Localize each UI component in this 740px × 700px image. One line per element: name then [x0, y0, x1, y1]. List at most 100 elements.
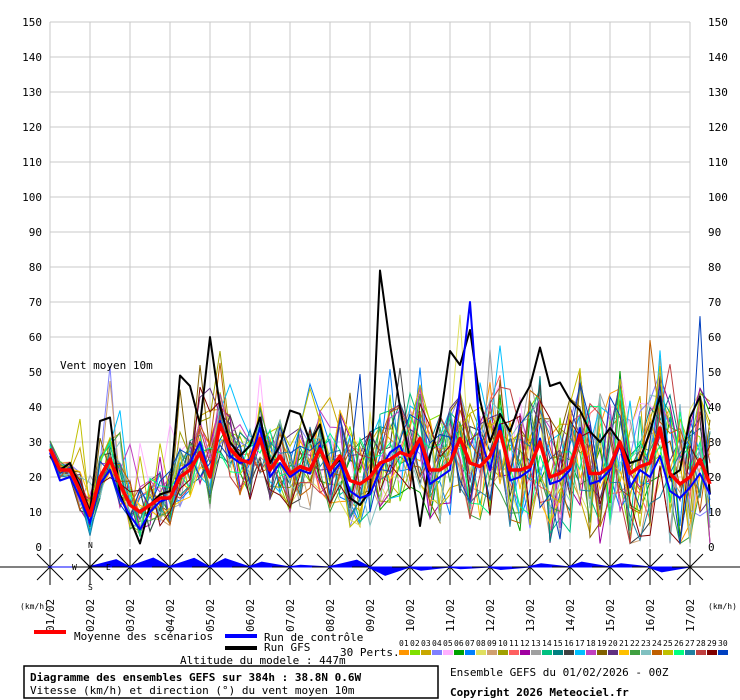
- pert-legend-swatch: [575, 650, 585, 655]
- pert-legend-swatch: [443, 650, 453, 655]
- y-axis-right: 0 10 20 30 40 50 60 70 80 90 100 110 120 130 140 150: [708, 16, 728, 554]
- compass-s: S: [88, 583, 93, 592]
- x-tick-label: 13/02: [524, 599, 537, 632]
- perturbation-line-25: [49, 365, 711, 529]
- y-tick-label-right: 80: [708, 261, 721, 274]
- y-tick-label-right: 90: [708, 226, 721, 239]
- pert-legend-number: 17: [575, 639, 585, 648]
- y-tick-label-right: 40: [708, 401, 721, 414]
- pert-legend-swatch: [465, 650, 475, 655]
- pert-legend-number: 23: [641, 639, 651, 648]
- x-tick-label: 10/02: [404, 599, 417, 632]
- x-tick-label: 05/02: [204, 599, 217, 632]
- pert-legend-swatch: [685, 650, 695, 655]
- pert-legend-number: 07: [465, 639, 475, 648]
- pert-legend-swatch: [641, 650, 651, 655]
- pert-legend-number: 29: [707, 639, 717, 648]
- perturbation-line-05: [49, 372, 711, 544]
- x-tick-label: 03/02: [124, 599, 137, 632]
- main-series-lines: [48, 269, 712, 545]
- y-tick-label-right: 10: [708, 506, 721, 519]
- y-tick-label-right: 30: [708, 436, 721, 449]
- y-tick-label-right: 20: [708, 471, 721, 484]
- pert-legend-number: 09: [487, 639, 497, 648]
- pert-legend-swatch: [542, 650, 552, 655]
- pert-legend-swatch: [718, 650, 728, 655]
- pert-legend-number: 12: [520, 639, 530, 648]
- pert-legend-swatch: [608, 650, 618, 655]
- y-axis-left: 0 10 20 30 40 50 60 70 80 90 100 110 120 130 140 150: [22, 16, 42, 554]
- pert-legend-swatch: [410, 650, 420, 655]
- pert-legend-swatch: [674, 650, 684, 655]
- pert-legend-swatch: [630, 650, 640, 655]
- run-info: Ensemble GEFS du 01/02/2026 - 00Z: [450, 666, 669, 679]
- y-tick-label-left: 0: [35, 541, 42, 554]
- wind-wedge: [207, 558, 251, 568]
- wind-wedge: [167, 557, 211, 568]
- pert-legend-number: 28: [696, 639, 706, 648]
- x-tick-label: 08/02: [324, 599, 337, 632]
- compass-e: E: [106, 563, 111, 572]
- pert-legend-swatch: [553, 650, 563, 655]
- y-tick-label-left: 120: [22, 121, 42, 134]
- wind-direction-band: [0, 549, 740, 585]
- x-tick-label: 06/02: [244, 599, 257, 632]
- legend-control-label: Run de contrôle: [264, 631, 363, 644]
- y-tick-label-left: 90: [29, 226, 42, 239]
- y-tick-label-left: 100: [22, 191, 42, 204]
- y-tick-label-right: 70: [708, 296, 721, 309]
- pert-legend-swatch: [509, 650, 519, 655]
- legend-mean-label: Moyenne des scénarios: [74, 630, 213, 643]
- annotation-label: Vent moyen 10m: [60, 359, 153, 372]
- wind-wedge: [607, 563, 651, 568]
- x-axis-labels: 01/02 02/02 03/02 04/02 05/02 06/02 07/02 08/02…: [44, 599, 697, 632]
- wind-wedge: [327, 559, 371, 568]
- compass-rose-icon: N S W E: [72, 541, 111, 592]
- y-tick-label-left: 110: [22, 156, 42, 169]
- pert-legend-swatch: [454, 650, 464, 655]
- pert-legend-number: 02: [410, 639, 420, 648]
- pert-legend-number: 08: [476, 639, 486, 648]
- wind-wedge: [87, 559, 131, 568]
- pert-legend-number: 06: [454, 639, 464, 648]
- y-tick-label-left: 10: [29, 506, 42, 519]
- pert-legend-number: 22: [630, 639, 640, 648]
- pert-legend-number: 04: [432, 639, 442, 648]
- perturbation-line-20: [49, 382, 711, 537]
- pert-legend-swatch: [696, 650, 706, 655]
- y-tick-label-left: 150: [22, 16, 42, 29]
- series-line: [49, 301, 711, 531]
- x-tick-label: 17/02: [684, 599, 697, 632]
- y-tick-label-right: 120: [708, 121, 728, 134]
- perturbation-line-12: [49, 376, 711, 544]
- wind-wedge: [567, 561, 611, 568]
- pert-legend-swatch: [597, 650, 607, 655]
- perturbation-legend: 01 02 03 04 05 06 07 08 09 10 11 12 13 14 15 16 17 18 19 20…: [399, 639, 728, 655]
- pert-legend-swatch: [487, 650, 497, 655]
- pert-legend-number: 16: [564, 639, 574, 648]
- y-tick-label-left: 80: [29, 261, 42, 274]
- y-tick-label-right: 0: [708, 541, 715, 554]
- y-tick-label-right: 140: [708, 51, 728, 64]
- y-tick-label-left: 50: [29, 366, 42, 379]
- x-tick-label: 07/02: [284, 599, 297, 632]
- wind-wedge: [407, 566, 451, 571]
- y-tick-label-right: 100: [708, 191, 728, 204]
- y-tick-label-left: 140: [22, 51, 42, 64]
- pert-legend-number: 24: [652, 639, 662, 648]
- wind-wedge: [367, 566, 411, 576]
- pert-legend-number: 20: [608, 639, 618, 648]
- pert-legend-number: 03: [421, 639, 431, 648]
- y-tick-label-right: 60: [708, 331, 721, 344]
- perturbation-line-06: [49, 370, 711, 537]
- perturbation-line-16: [49, 367, 711, 545]
- y-tick-label-left: 70: [29, 296, 42, 309]
- pert-legend-swatch: [663, 650, 673, 655]
- pert-legend-swatch: [586, 650, 596, 655]
- unit-label-left: (km/h): [20, 602, 49, 611]
- x-tick-label: 02/02: [84, 599, 97, 632]
- pert-legend-number: 10: [498, 639, 508, 648]
- pert-legend-swatch: [399, 650, 409, 655]
- info-title: Diagramme des ensembles GEFS sur 384h : …: [30, 671, 362, 684]
